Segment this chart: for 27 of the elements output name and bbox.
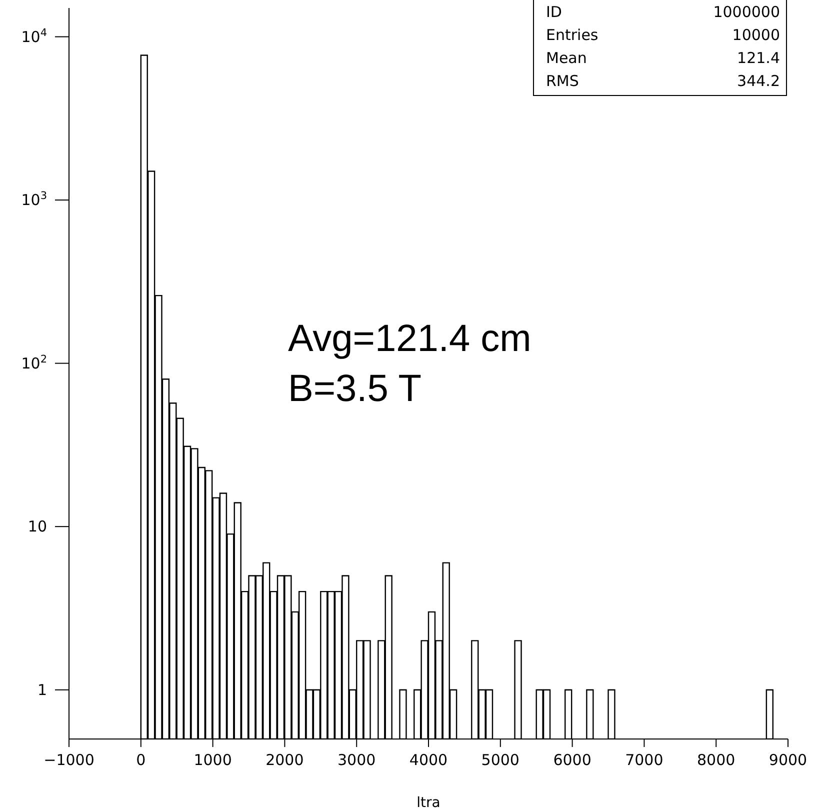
annotation: Entries — [546, 25, 598, 46]
y-tick-label: 10$^{3}$ — [21, 190, 47, 210]
y-tick-label: 10$^{4}$ — [21, 26, 48, 46]
annotation: 121.4 — [737, 48, 780, 69]
y-tick-label: 1 — [37, 680, 47, 699]
annotation: 10000 — [732, 25, 780, 46]
annotation: ID — [546, 2, 562, 23]
x-tick-label: 4000 — [409, 751, 448, 769]
annotation: 1000000 — [713, 2, 780, 23]
annotation: Mean — [546, 48, 587, 69]
annotation: RMS — [546, 71, 579, 92]
x-tick-label: 3000 — [338, 751, 376, 769]
x-tick-label: 6000 — [553, 751, 592, 769]
x-tick-label: 2000 — [266, 751, 304, 769]
x-tick-label: 0 — [136, 751, 146, 769]
y-tick-label: 10 — [28, 518, 47, 536]
x-tick-label: 1000 — [194, 751, 232, 769]
annotation: B=3.5 T — [288, 368, 422, 411]
x-tick-label: 5000 — [481, 751, 520, 769]
x-tick-label: 7000 — [625, 751, 664, 769]
y-tick-label: 10$^{2}$ — [21, 353, 47, 372]
x-tick-label: 9000 — [768, 751, 808, 769]
x-tick-label: −1000 — [44, 751, 94, 769]
x-axis-title: ltra — [416, 794, 440, 811]
annotation: Avg=121.4 cm — [288, 318, 532, 361]
annotation: 344.2 — [737, 71, 780, 92]
x-tick-label: 8000 — [697, 751, 736, 769]
